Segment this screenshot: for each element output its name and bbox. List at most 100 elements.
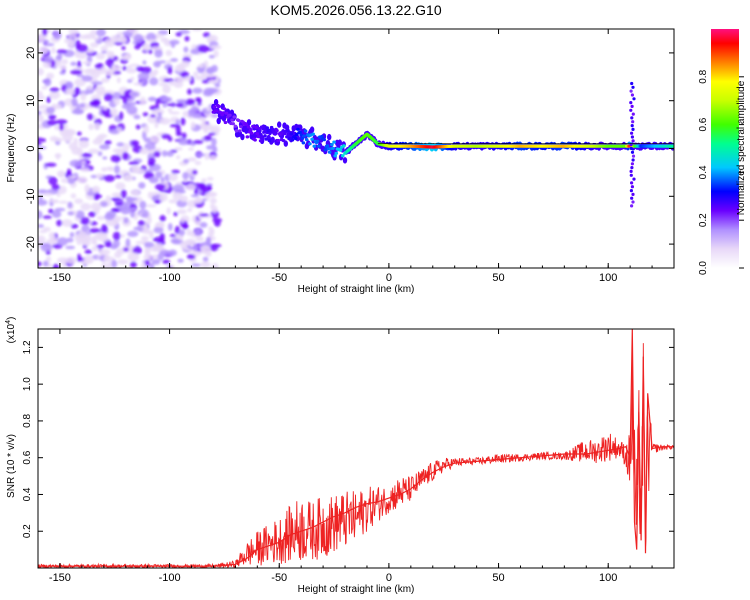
noise-speckle bbox=[93, 37, 100, 41]
spike-speckle bbox=[631, 192, 635, 196]
ridge-core bbox=[251, 124, 255, 128]
noise-speckle bbox=[86, 113, 94, 121]
noise-speckle bbox=[49, 87, 60, 93]
y-tick-label: 0.4 bbox=[22, 487, 33, 501]
noise-speckle bbox=[71, 97, 78, 107]
noise-speckle bbox=[149, 77, 159, 86]
noise-speckle bbox=[101, 77, 110, 83]
noise-speckle bbox=[162, 103, 167, 108]
noise-speckle bbox=[195, 197, 203, 204]
colorbar-gradient bbox=[711, 29, 739, 268]
ridge-core bbox=[311, 132, 316, 136]
noise-speckle bbox=[133, 114, 141, 120]
noise-speckle bbox=[75, 39, 81, 49]
noise-speckle bbox=[183, 46, 189, 53]
spike-speckle bbox=[629, 169, 633, 173]
noise-speckle bbox=[55, 137, 63, 142]
noise-speckle bbox=[42, 215, 52, 219]
noise-speckle bbox=[48, 176, 58, 186]
noise-speckle bbox=[199, 123, 209, 130]
noise-speckle bbox=[70, 61, 77, 66]
ridge-core bbox=[320, 134, 324, 138]
noise-speckle bbox=[135, 124, 141, 130]
noise-speckle bbox=[61, 84, 67, 92]
ridge-core bbox=[222, 107, 227, 111]
x-tick-label: -100 bbox=[159, 272, 181, 284]
noise-speckle bbox=[207, 176, 214, 181]
noise-speckle bbox=[39, 229, 47, 234]
noise-speckle bbox=[127, 230, 139, 237]
noise-speckle bbox=[94, 85, 106, 94]
noise-speckle bbox=[101, 224, 108, 233]
ridge-core bbox=[323, 148, 328, 152]
noise-speckle bbox=[104, 213, 115, 221]
noise-speckle bbox=[112, 207, 119, 212]
ridge-core bbox=[273, 132, 277, 136]
noise-speckle bbox=[117, 259, 129, 265]
noise-speckle bbox=[75, 210, 85, 219]
noise-speckle bbox=[143, 254, 153, 261]
noise-speckle bbox=[106, 262, 112, 268]
noise-speckle bbox=[180, 215, 190, 224]
noise-speckle bbox=[122, 142, 130, 152]
colorbar: 0.0 0.2 0.4 0.6 0.8 Normalized spectral ampl… bbox=[698, 29, 747, 275]
noise-speckle bbox=[154, 199, 161, 204]
ridge-core bbox=[334, 151, 339, 155]
spike-speckle bbox=[630, 185, 635, 189]
spectrogram-x-label: Height of straight line (km) bbox=[298, 284, 415, 295]
noise-speckle bbox=[107, 167, 115, 172]
ridge-core bbox=[290, 138, 295, 142]
noise-speckle bbox=[159, 249, 171, 256]
spike-speckle bbox=[630, 196, 634, 200]
noise-speckle bbox=[154, 183, 166, 191]
noise-speckle bbox=[111, 64, 116, 73]
ridge-core bbox=[302, 134, 307, 138]
noise-speckle bbox=[190, 48, 200, 55]
y-tick-label: 20 bbox=[25, 47, 37, 59]
noise-speckle bbox=[38, 235, 46, 244]
noise-speckle bbox=[191, 112, 202, 119]
x-tick-label: -100 bbox=[159, 572, 181, 584]
spike-speckle bbox=[630, 181, 634, 185]
noise-speckle bbox=[210, 125, 221, 134]
noise-speckle bbox=[69, 232, 75, 238]
ridge-core bbox=[338, 148, 343, 152]
noise-speckle bbox=[193, 71, 199, 77]
noise-speckle bbox=[205, 238, 212, 247]
noise-speckle bbox=[57, 257, 69, 264]
noise-speckle bbox=[66, 256, 77, 264]
ridge-core bbox=[332, 140, 336, 144]
noise-speckle bbox=[58, 185, 67, 195]
noise-speckle bbox=[159, 215, 166, 222]
noise-speckle bbox=[165, 50, 172, 57]
noise-speckle bbox=[184, 76, 192, 82]
noise-speckle bbox=[74, 234, 83, 242]
noise-speckle bbox=[105, 71, 112, 76]
noise-speckle bbox=[174, 147, 183, 151]
noise-speckle bbox=[206, 191, 218, 198]
noise-speckle bbox=[161, 150, 168, 157]
noise-speckle bbox=[167, 108, 173, 113]
noise-speckle bbox=[102, 156, 108, 160]
noise-speckle bbox=[158, 82, 169, 87]
noise-speckle bbox=[204, 152, 210, 160]
noise-speckle bbox=[99, 249, 111, 255]
x-tick-label: 100 bbox=[599, 572, 617, 584]
noise-speckle bbox=[121, 103, 131, 110]
noise-speckle bbox=[94, 63, 103, 69]
ridge-core bbox=[246, 125, 251, 129]
colorbar-tick-label: 0.4 bbox=[698, 165, 709, 179]
noise-speckle bbox=[154, 48, 163, 58]
noise-speckle bbox=[84, 184, 90, 193]
ridge-core bbox=[262, 130, 266, 134]
noise-speckle bbox=[61, 59, 69, 65]
noise-speckle bbox=[191, 251, 202, 256]
noise-speckle bbox=[68, 142, 78, 151]
noise-speckle bbox=[48, 199, 59, 203]
noise-speckle bbox=[148, 49, 153, 54]
spike-speckle bbox=[629, 89, 633, 93]
noise-speckles bbox=[38, 29, 223, 268]
noise-speckle bbox=[67, 175, 77, 179]
noise-speckle bbox=[167, 223, 173, 231]
noise-speckle bbox=[183, 220, 188, 229]
